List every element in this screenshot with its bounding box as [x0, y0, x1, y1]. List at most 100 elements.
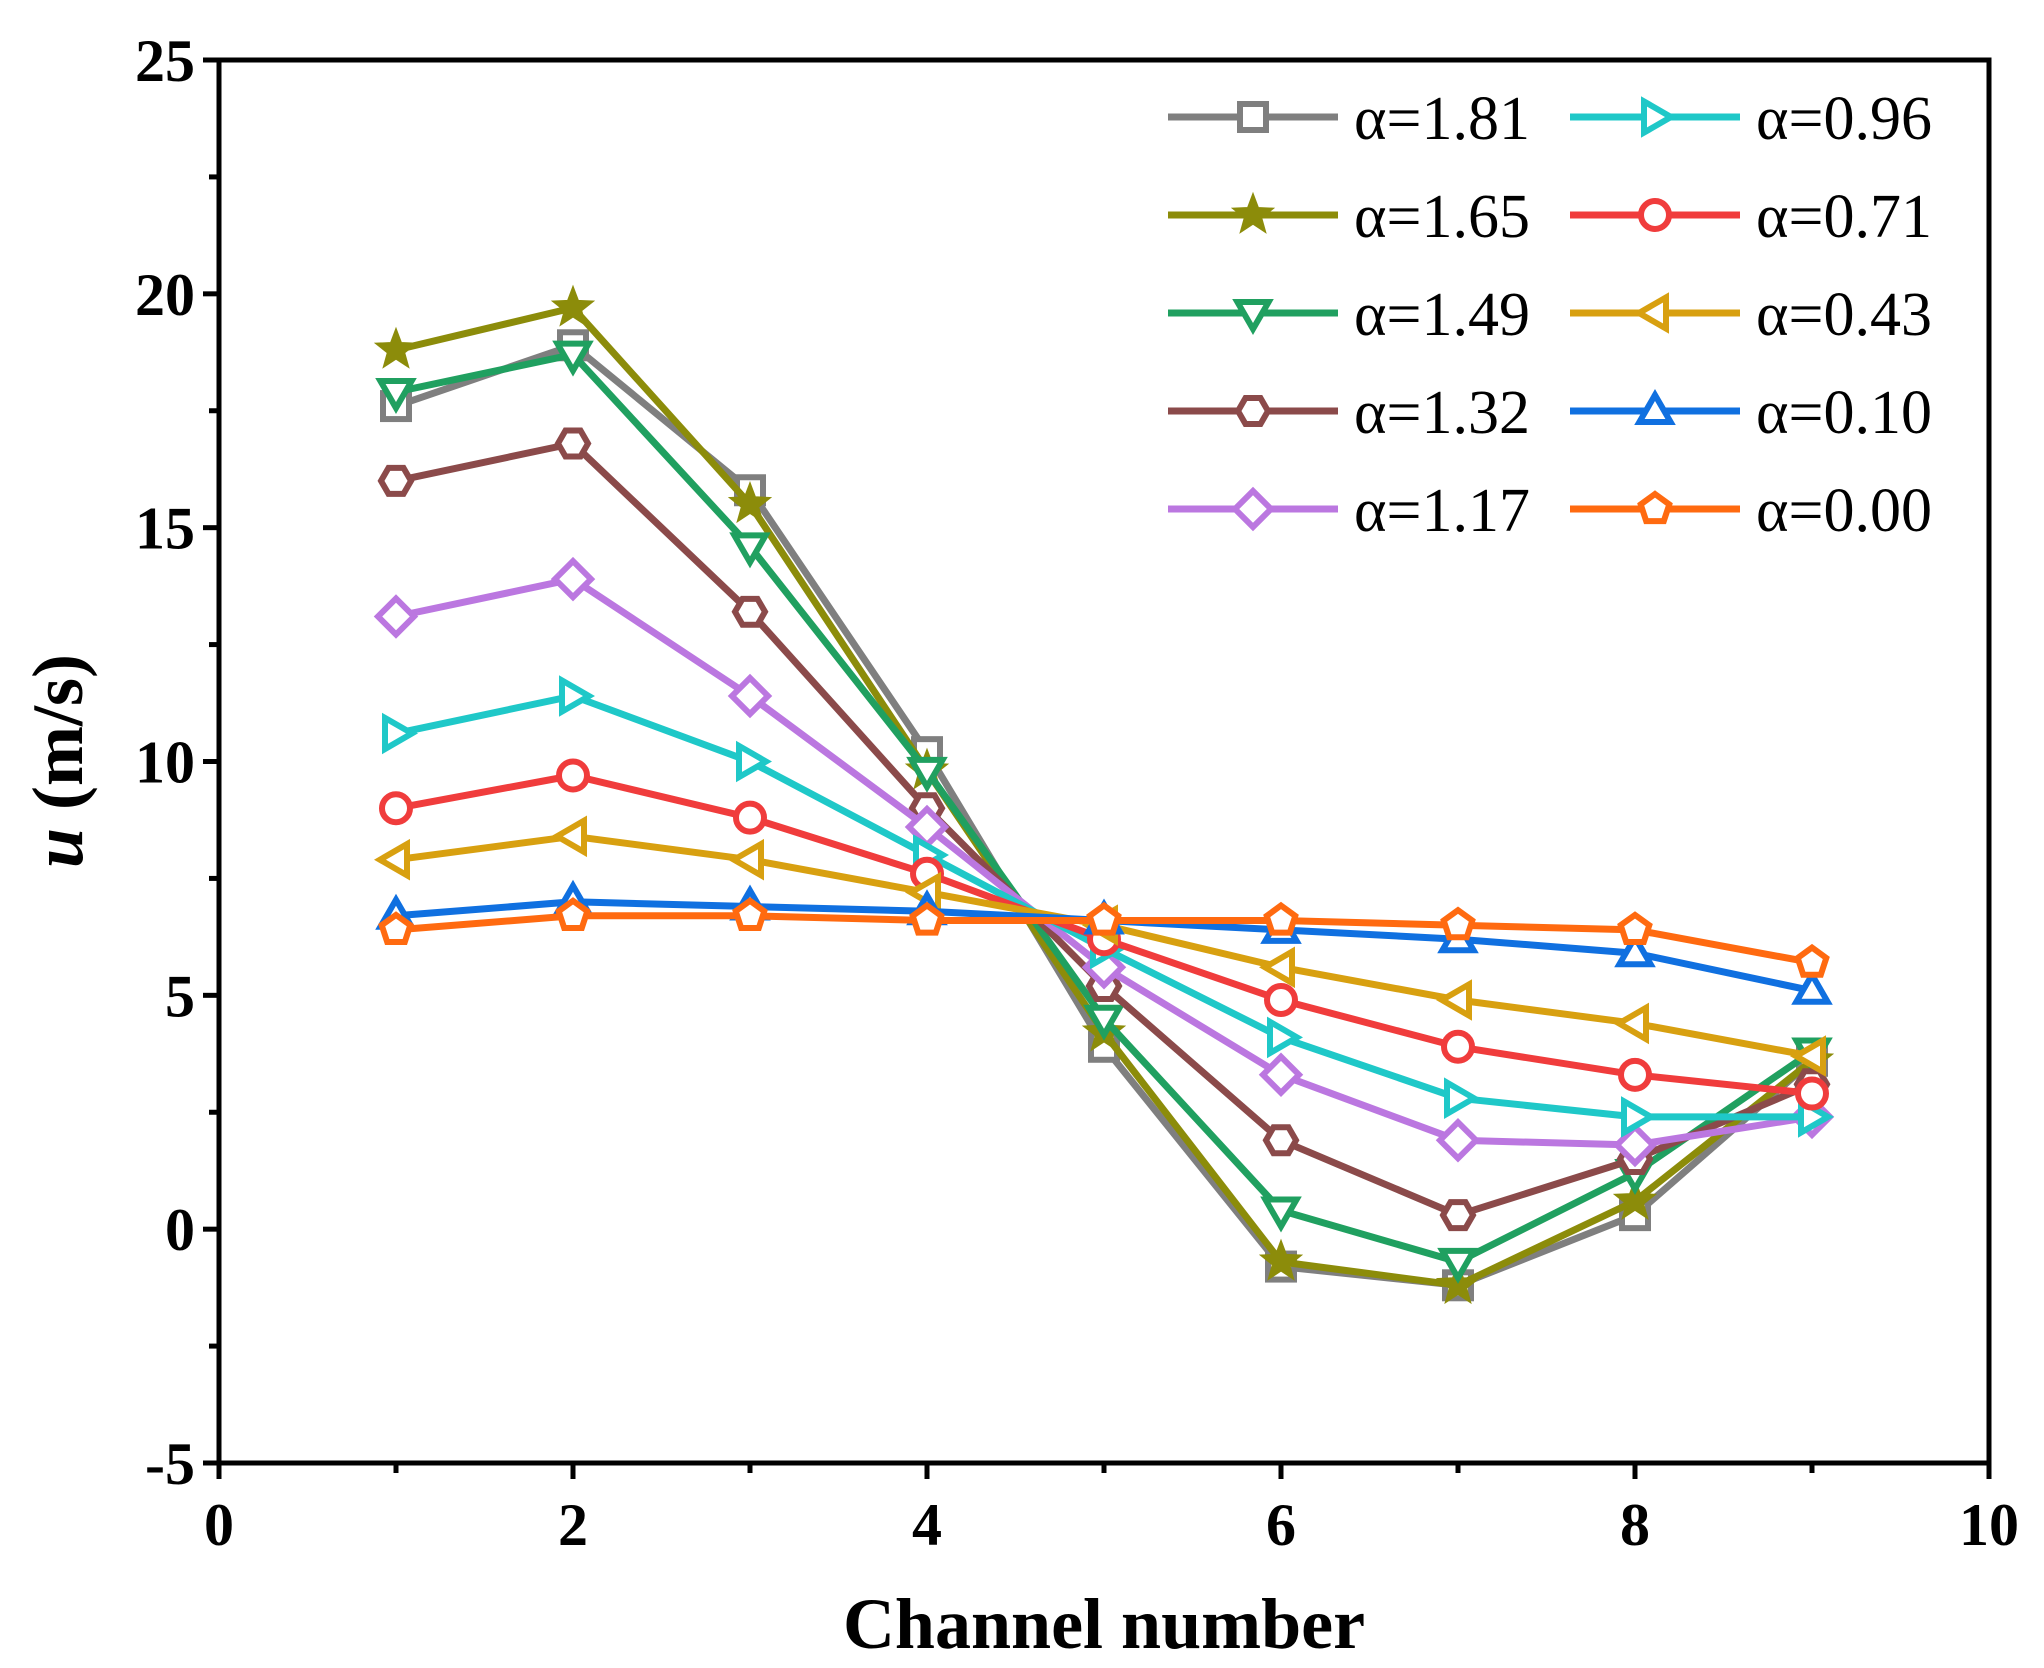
legend-marker — [1230, 191, 1276, 234]
y-tick-label: -5 — [145, 1431, 195, 1497]
x-tick-label: 2 — [558, 1492, 588, 1558]
data-point — [1258, 1052, 1304, 1098]
legend-item: α=0.00 — [1570, 477, 1932, 545]
data-point — [1790, 1035, 1826, 1077]
y-tick-label: 10 — [135, 730, 195, 796]
data-point — [550, 284, 596, 327]
legend: α=1.81 α=1.65 α=1.49 α=1.32 α=1.17 α=0.96 α=0.… — [1168, 85, 1932, 545]
data-point — [736, 740, 772, 783]
legend-label: α=0.71 — [1756, 183, 1932, 251]
data-point — [1259, 946, 1295, 989]
legend-item: α=0.43 — [1570, 281, 1932, 349]
data-point — [1440, 906, 1476, 941]
data-point — [552, 340, 594, 377]
data-point — [1263, 901, 1299, 936]
legend-marker — [1232, 299, 1274, 335]
data-point — [1612, 1177, 1658, 1220]
series-line — [395, 304, 1815, 1289]
x-tick-label: 8 — [1620, 1492, 1650, 1558]
data-point — [1794, 943, 1830, 978]
data-point — [551, 815, 587, 858]
series-line — [395, 440, 1814, 1219]
legend-label: α=1.65 — [1354, 183, 1530, 251]
data-point — [1086, 901, 1122, 936]
x-tick-label: 6 — [1266, 1492, 1296, 1558]
data-point — [1613, 1002, 1649, 1045]
data-point — [728, 838, 764, 881]
data-point — [382, 712, 419, 755]
legend-item: α=1.81 — [1168, 85, 1530, 153]
data-point — [909, 901, 945, 936]
legend-label: α=0.00 — [1756, 477, 1932, 545]
data-point — [375, 378, 417, 414]
x-tick-label: 0 — [204, 1492, 234, 1558]
data-point — [1791, 968, 1833, 1005]
legend-item: α=0.10 — [1570, 379, 1932, 447]
series-line — [395, 351, 1814, 1266]
data-point — [1444, 1077, 1480, 1119]
series-4 — [377, 427, 1831, 1232]
data-point — [373, 594, 419, 639]
data-point — [559, 675, 595, 717]
legend-label: α=0.10 — [1756, 379, 1932, 447]
legend-item: α=1.49 — [1168, 281, 1530, 349]
data-point — [1436, 979, 1472, 1021]
data-point — [733, 800, 767, 835]
data-point — [556, 758, 590, 793]
data-point — [1260, 1196, 1302, 1233]
legend-marker — [1230, 486, 1276, 532]
data-point — [731, 595, 769, 628]
legend-label: α=1.81 — [1354, 85, 1530, 153]
legend-label: α=1.32 — [1354, 379, 1530, 447]
data-point — [378, 911, 414, 945]
data-point — [377, 464, 415, 497]
data-point — [732, 897, 768, 931]
data-point — [1612, 1122, 1658, 1168]
legend-marker — [1634, 389, 1676, 425]
data-point — [1437, 1247, 1479, 1284]
data-point — [379, 791, 413, 826]
legend-marker — [1237, 101, 1269, 133]
series-7 — [379, 758, 1829, 1111]
legend-marker — [1234, 395, 1272, 427]
x-tick-label: 10 — [1959, 1492, 2019, 1558]
legend-marker — [1637, 490, 1673, 525]
data-point — [554, 427, 592, 460]
data-point — [1441, 1029, 1475, 1064]
legend-item: α=1.65 — [1168, 183, 1530, 251]
data-point — [1264, 983, 1298, 1018]
y-tick-label: 15 — [135, 496, 195, 562]
data-point — [1267, 1016, 1303, 1059]
data-point — [550, 556, 596, 602]
data-point — [727, 673, 773, 719]
data-point — [729, 532, 771, 569]
legend-marker — [1641, 96, 1677, 138]
data-point — [1083, 1004, 1125, 1041]
legend-item: α=1.17 — [1168, 477, 1530, 545]
data-point — [1258, 1238, 1304, 1281]
legend-label: α=1.49 — [1354, 281, 1530, 349]
data-point — [1614, 931, 1656, 968]
data-point — [906, 756, 948, 793]
y-tick-label: 20 — [135, 262, 195, 328]
y-tick-label: 0 — [165, 1197, 195, 1263]
legend-label: α=1.17 — [1354, 477, 1530, 545]
legend-item: α=0.96 — [1570, 85, 1932, 153]
plot-frame — [216, 57, 1992, 1466]
data-point — [1439, 1199, 1477, 1232]
y-axis-symbol: u — [18, 828, 98, 868]
data-point — [1795, 1076, 1829, 1111]
x-axis-title: Channel number — [843, 1584, 1365, 1664]
legend-marker — [1638, 198, 1672, 232]
data-point — [1618, 1057, 1652, 1092]
data-point — [727, 481, 773, 524]
y-tick-label: 5 — [165, 963, 195, 1029]
series-3 — [375, 340, 1833, 1284]
legend-item: α=0.71 — [1570, 183, 1932, 251]
legend-item: α=1.32 — [1168, 379, 1530, 447]
data-point — [1617, 911, 1653, 945]
legend-label: α=0.43 — [1756, 281, 1932, 349]
data-point — [1435, 1118, 1481, 1163]
